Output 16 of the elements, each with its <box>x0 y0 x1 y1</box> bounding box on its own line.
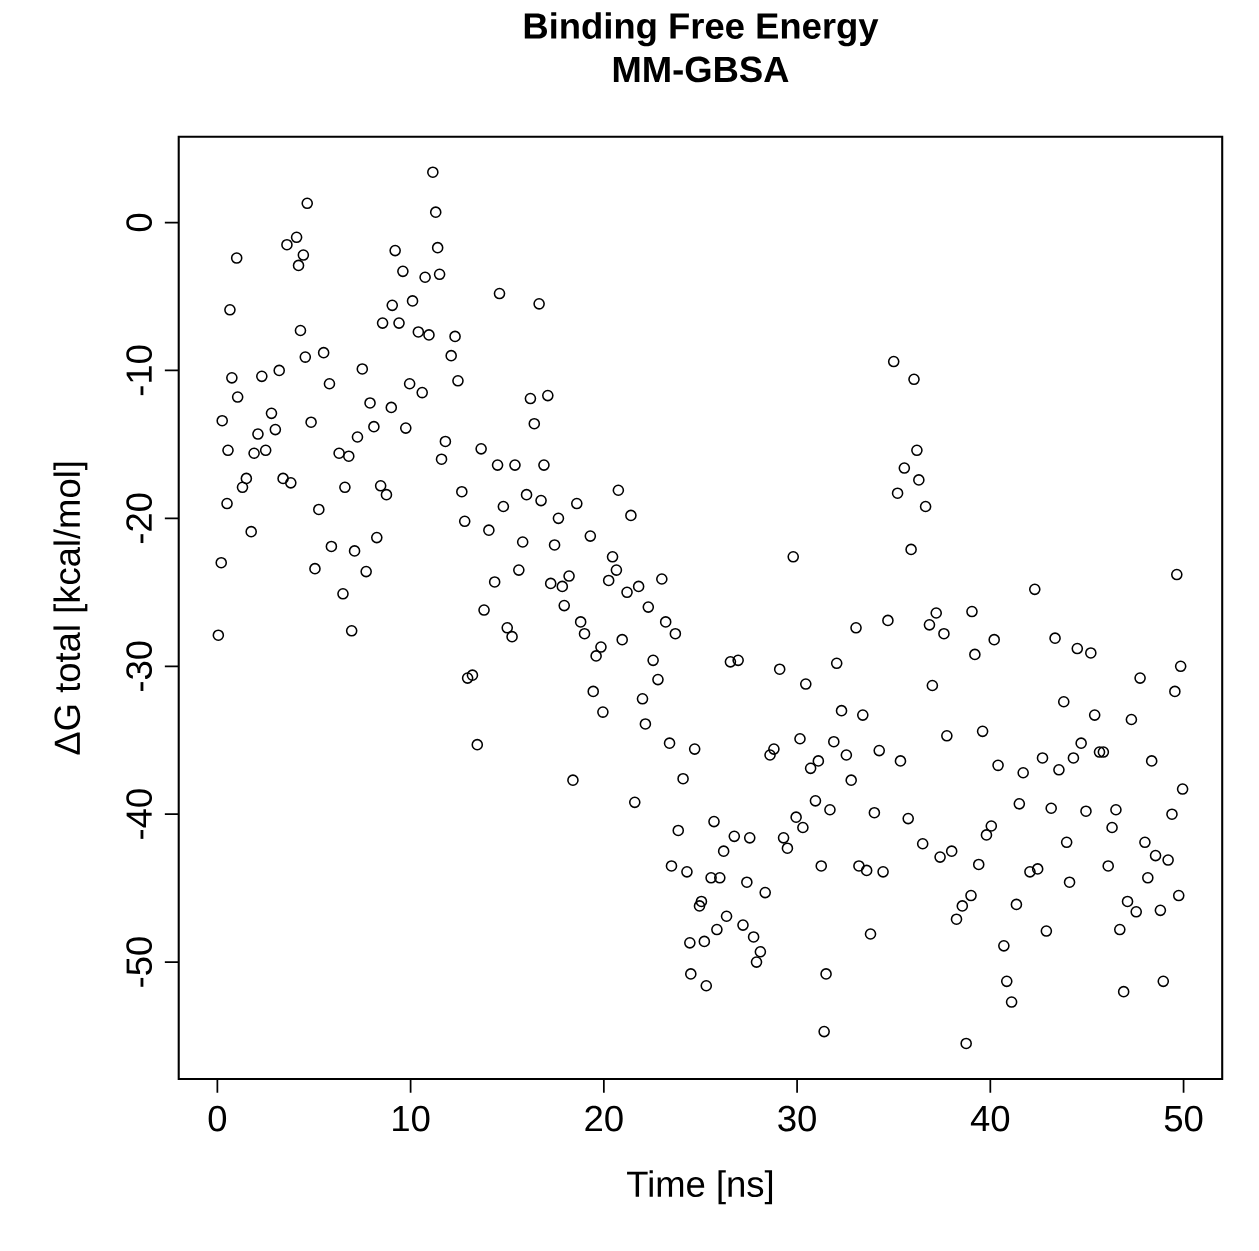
x-tick-label: 0 <box>208 1105 227 1132</box>
x-tick-label: 30 <box>778 1105 816 1132</box>
chart-title: Binding Free Energy <box>524 12 879 47</box>
y-tick-label: -50 <box>126 937 153 987</box>
y-tick-label: -20 <box>126 493 153 544</box>
y-tick-label: -30 <box>126 641 153 692</box>
x-tick-label: 50 <box>1164 1105 1203 1132</box>
y-tick-label: 0 <box>126 213 153 232</box>
x-tick-label: 20 <box>585 1105 623 1132</box>
x-tick-label: 10 <box>393 1105 430 1132</box>
x-axis-title: Time [ns] <box>627 1170 773 1205</box>
chart-subtitle: MM-GBSA <box>613 56 789 83</box>
y-axis-title: ΔG total [kcal/mol] <box>53 462 88 755</box>
y-tick-label: -10 <box>126 345 153 396</box>
x-tick-label: 40 <box>970 1105 1010 1132</box>
y-tick-label: -40 <box>126 789 153 840</box>
